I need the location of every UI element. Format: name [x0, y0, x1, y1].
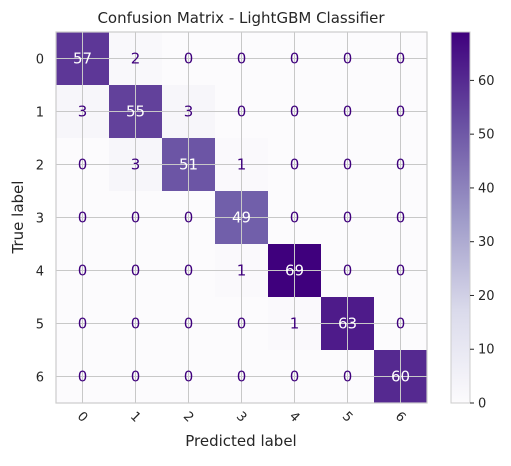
cell-label-6-2: 0 — [184, 368, 194, 386]
cell-label-5-1: 0 — [131, 315, 141, 333]
cell-label-3-2: 0 — [184, 209, 194, 227]
cell-label-4-4: 69 — [285, 262, 304, 280]
cell-label-3-4: 0 — [290, 209, 300, 227]
y-axis-label: True label — [9, 181, 27, 255]
colorbar-tick-label-10: 10 — [478, 343, 495, 358]
cell-label-0-2: 0 — [184, 50, 194, 68]
colorbar: 0 10 20 30 40 50 60 — [450, 31, 495, 412]
colorbar-tick-label-40: 40 — [478, 181, 495, 196]
cell-label-0-1: 2 — [131, 50, 141, 68]
colorbar-tick-label-60: 60 — [478, 74, 495, 89]
cell-label-0-5: 0 — [343, 50, 353, 68]
cell-label-6-0: 0 — [78, 368, 88, 386]
x-axis-label: Predicted label — [185, 432, 296, 450]
x-tick-label-0: 0 — [74, 409, 90, 425]
cell-label-1-5: 0 — [343, 103, 353, 121]
cell-label-2-5: 0 — [343, 156, 353, 174]
cell-label-2-1: 3 — [131, 156, 141, 174]
cell-label-4-5: 0 — [343, 262, 353, 280]
cell-label-4-2: 0 — [184, 262, 194, 280]
y-tick-label-6: 6 — [36, 371, 44, 386]
cell-labels: 57 2 0 0 0 0 0 3 55 3 0 0 0 0 0 3 51 1 0 0 0 0 0 0 49 0 0 0 0 0 0 1 69 0 0… — [73, 50, 410, 386]
cell-label-3-6: 0 — [396, 209, 406, 227]
cell-label-1-3: 0 — [237, 103, 247, 121]
cell-label-1-6: 0 — [396, 103, 406, 121]
cell-label-0-6: 0 — [396, 50, 406, 68]
cell-label-5-6: 0 — [396, 315, 406, 333]
y-tick-label-1: 1 — [36, 106, 44, 121]
cell-label-3-3: 49 — [232, 209, 251, 227]
x-tick-label-1: 1 — [127, 409, 143, 425]
cell-label-6-1: 0 — [131, 368, 141, 386]
colorbar-ticks: 0 10 20 30 40 50 60 — [470, 74, 495, 412]
cell-label-3-0: 0 — [78, 209, 88, 227]
colorbar-tick-label-0: 0 — [478, 397, 486, 412]
cell-label-0-0: 57 — [73, 50, 92, 68]
heatmap-grid — [56, 32, 427, 403]
cell-label-0-3: 0 — [237, 50, 247, 68]
cell-label-4-3: 1 — [237, 262, 247, 280]
y-tick-label-3: 3 — [36, 212, 44, 227]
x-tick-label-6: 6 — [392, 409, 408, 425]
cell-label-3-1: 0 — [131, 209, 141, 227]
cell-label-2-6: 0 — [396, 156, 406, 174]
colorbar-gradient — [450, 31, 471, 404]
cell-label-6-4: 0 — [290, 368, 300, 386]
cell-label-2-0: 0 — [78, 156, 88, 174]
cell-label-2-3: 1 — [237, 156, 247, 174]
cell-label-5-0: 0 — [78, 315, 88, 333]
cell-label-4-0: 0 — [78, 262, 88, 280]
x-tick-label-5: 5 — [339, 409, 355, 425]
cell-label-2-2: 51 — [179, 156, 198, 174]
cell-label-1-4: 0 — [290, 103, 300, 121]
cell-label-4-1: 0 — [131, 262, 141, 280]
cell-label-5-4: 1 — [290, 315, 300, 333]
x-tick-label-2: 2 — [180, 409, 196, 425]
y-tick-label-0: 0 — [36, 53, 44, 68]
cell-label-6-3: 0 — [237, 368, 247, 386]
cell-label-5-3: 0 — [237, 315, 247, 333]
x-tick-labels: 0 1 2 3 4 5 6 — [74, 409, 408, 425]
cell-label-5-2: 0 — [184, 315, 194, 333]
x-tick-label-3: 3 — [233, 409, 249, 425]
cell-label-6-6: 60 — [391, 368, 410, 386]
cell-label-5-5: 63 — [338, 315, 357, 333]
cell-label-1-1: 55 — [126, 103, 145, 121]
colorbar-tick-label-20: 20 — [478, 289, 495, 304]
plot-frame — [55, 31, 428, 404]
cell-label-6-5: 0 — [343, 368, 353, 386]
cell-label-3-5: 0 — [343, 209, 353, 227]
y-tick-label-5: 5 — [36, 318, 44, 333]
x-tick-label-4: 4 — [286, 409, 302, 425]
colorbar-tick-label-50: 50 — [478, 128, 495, 143]
cell-label-2-4: 0 — [290, 156, 300, 174]
colorbar-tick-label-30: 30 — [478, 235, 495, 250]
cell-label-1-2: 3 — [184, 103, 194, 121]
y-tick-label-4: 4 — [36, 265, 44, 280]
chart-title: Confusion Matrix - LightGBM Classifier — [97, 9, 385, 27]
y-tick-label-2: 2 — [36, 159, 44, 174]
y-tick-labels: 0 1 2 3 4 5 6 — [36, 53, 44, 386]
cell-label-1-0: 3 — [78, 103, 88, 121]
cell-label-4-6: 0 — [396, 262, 406, 280]
cell-label-0-4: 0 — [290, 50, 300, 68]
